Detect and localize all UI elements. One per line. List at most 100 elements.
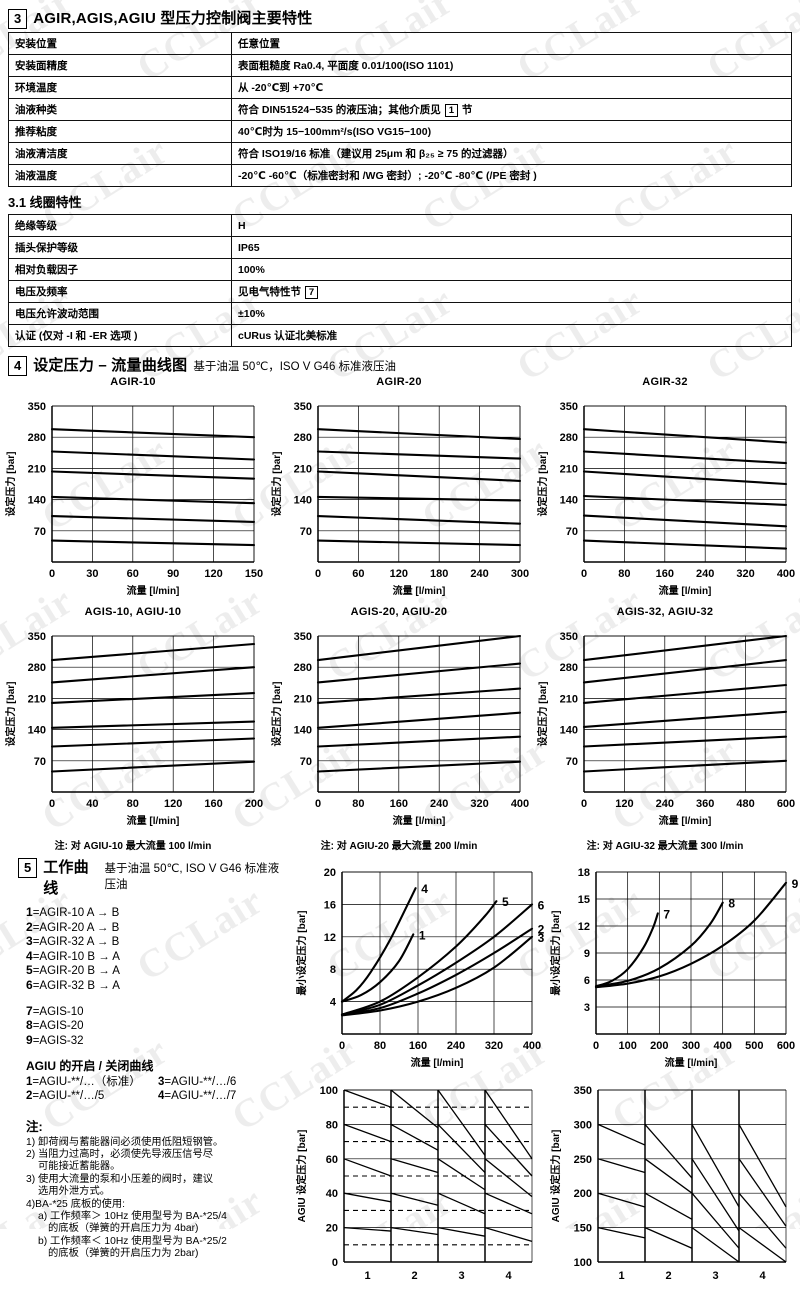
y-tick: 140: [28, 725, 46, 737]
chart-row-agiu: 1 2 3 4 0 20 40 60 80 100 AGIU 设定压力 [bar] 1 2 3 4 100 15…: [292, 1078, 800, 1290]
chart-cell-agis-32: AGIS-32, AGIU-32 70 140 210 280 350 0 120 240 360…: [532, 606, 798, 852]
zone-label-4: 4: [505, 1270, 512, 1282]
curve-S5: [582, 514, 788, 528]
curve-S2: [582, 659, 788, 684]
y-tick: 70: [300, 526, 312, 538]
x-tick: 600: [777, 798, 795, 810]
zone-1-segment: [597, 1158, 646, 1174]
zone-1-segment: [597, 1123, 646, 1146]
curve-6: [340, 903, 534, 1016]
x-tick: 80: [352, 798, 364, 810]
chart-agis-working: 7 8 9 3 6 9 12 15 18 0 100 200 300 400 500 600 流量 [l/min…: [549, 867, 799, 1069]
chart-row-agis: AGIS-10, AGIU-10 70 140 210 280 350 0 40 80 120 16…: [0, 606, 800, 852]
y-tick: 250: [574, 1154, 592, 1166]
section-5-header: 5 工作曲线 基于油温 50℃, ISO V G46 标准液压油: [0, 856, 292, 898]
x-tick: 300: [511, 568, 529, 580]
x-tick: 160: [656, 568, 674, 580]
section-5-number: 5: [18, 858, 38, 878]
x-tick: 400: [511, 798, 529, 810]
x-tick: 0: [49, 798, 55, 810]
y-axis-label: 最小设定压力 [bar]: [549, 911, 562, 996]
y-tick: 350: [574, 1085, 592, 1097]
table-row: 认证 (仅对 -I 和 -ER 选项 ) cURus 认证北美标准: [8, 324, 792, 347]
chart-cell-agir-20: AGIR-20 70 140 210 280 350 0 60 120 180 240 300 流量 […: [266, 376, 532, 606]
zone-3-segment: [437, 1123, 486, 1174]
curve-S2: [316, 450, 522, 460]
y-tick: 350: [28, 631, 46, 643]
y-tick: 350: [294, 401, 312, 413]
zone-4-segment: [484, 1192, 533, 1215]
curve-8: [594, 901, 724, 988]
agiu-curves-heading: AGIU 的开启 / 关闭曲线: [26, 1059, 154, 1074]
spec-table-main: 安装位置 任意位置 安装面精度 表面粗糙度 Ra0.4, 平面度 0.01/100(I…: [8, 32, 792, 187]
y-tick: 15: [578, 894, 590, 906]
zone-label-3: 3: [458, 1270, 464, 1282]
y-tick: 280: [294, 662, 312, 674]
curve-S6: [50, 760, 256, 773]
curve-S6: [582, 539, 788, 550]
chart-cell-agir-working: 1 2 3 4 5 6 4 8 12 16 20 0 80 160 240 320 400 流量 [l/min] 最…: [292, 856, 546, 1078]
note-item: 1) 卸荷阀与蓄能器间必须使用低阻短钢管。: [26, 1136, 224, 1148]
y-tick: 140: [294, 495, 312, 507]
section-4-title: 设定压力 – 流量曲线图: [33, 357, 188, 374]
x-tick: 240: [470, 568, 488, 580]
table-cell-key: 插头保护等级: [8, 236, 232, 259]
curve-S5: [582, 735, 788, 748]
zone-2-segment: [644, 1123, 693, 1179]
y-axis-label: 最小设定压力 [bar]: [295, 911, 308, 996]
curve-S2: [50, 666, 256, 684]
table-cell-value: 符合 DIN51524−535 的液压油；其他介质见 1 节: [231, 98, 792, 121]
x-tick: 160: [204, 798, 222, 810]
x-tick: 80: [618, 568, 630, 580]
curve-S3: [316, 687, 522, 704]
table-cell-value: 见电气特性节 7: [231, 280, 792, 303]
legend-item: 1=AGIR-10 A → B: [26, 905, 120, 919]
chart-cell-agiu-high: 1 2 3 4 100 150 200 250 300 350 AGIU 设定压力 [bar]: [546, 1078, 800, 1290]
table-cell-key: 油液清洁度: [8, 142, 232, 165]
y-tick: 200: [574, 1188, 592, 1200]
table-cell-key: 油液种类: [8, 98, 232, 121]
y-tick: 140: [560, 495, 578, 507]
y-tick: 16: [324, 899, 336, 911]
y-tick: 140: [560, 725, 578, 737]
table-cell-value: 符合 ISO19/16 标准（建议用 25μm 和 β₂₅ ≥ 75 的过滤器）: [231, 142, 792, 165]
legend-group-agir: 1=AGIR-10 A → B 2=AGIR-20 A → B 3=AGIR-32 …: [0, 905, 292, 994]
zone-2-segment: [390, 1192, 439, 1206]
x-tick: 120: [615, 798, 633, 810]
table-cell-key: 环境温度: [8, 76, 232, 99]
curve-S2: [50, 450, 256, 461]
x-tick: 300: [682, 1040, 700, 1052]
curve-S2: [582, 450, 788, 465]
y-tick: 80: [326, 1119, 338, 1131]
legend-group-agis: 7=AGIS-10 8=AGIS-20 9=AGIS-32: [0, 1004, 292, 1049]
y-tick: 6: [584, 975, 590, 987]
zone-2-segment: [390, 1089, 439, 1129]
y-axis-label: 设定压力 [bar]: [270, 452, 283, 517]
table-cell-value: -20℃ -60℃（标准密封和 /WG 密封）; -20℃ -80℃ (/PE …: [231, 164, 792, 187]
legend-item: 3=AGIR-32 A → B: [26, 934, 120, 949]
section-5-title: 工作曲线: [43, 859, 89, 897]
y-tick: 280: [294, 432, 312, 444]
agiu-legend-right: 3=AGIU-**/…/6 4=AGIU-**/…/7: [158, 1076, 290, 1103]
x-tick: 320: [470, 798, 488, 810]
zone-label-1: 1: [618, 1270, 624, 1282]
curve-S1: [50, 428, 256, 439]
zone-2-segment: [644, 1227, 693, 1249]
zone-label-2: 2: [665, 1270, 671, 1282]
zone-4-segment: [484, 1226, 533, 1242]
zone-3-segment: [437, 1158, 486, 1191]
table-row: 插头保护等级 IP65: [8, 236, 792, 259]
x-tick: 200: [245, 798, 263, 810]
x-tick: 0: [593, 1040, 599, 1052]
curve-S3: [50, 470, 256, 480]
x-tick: 200: [650, 1040, 668, 1052]
x-tick: 400: [523, 1040, 541, 1052]
legend-item: 6=AGIR-32 B → A: [26, 977, 120, 992]
chart-cell-agis-20: AGIS-20, AGIU-20 70 140 210 280 350 0 80 160 240 3…: [266, 606, 532, 852]
curve-S1: [316, 428, 522, 441]
y-tick: 140: [28, 495, 46, 507]
chart-agis-10: 70 140 210 280 350 0 40 80 120 160 200 流量 [l/min] 设定…: [4, 631, 263, 827]
x-tick: 240: [656, 798, 674, 810]
x-tick: 0: [339, 1040, 345, 1052]
